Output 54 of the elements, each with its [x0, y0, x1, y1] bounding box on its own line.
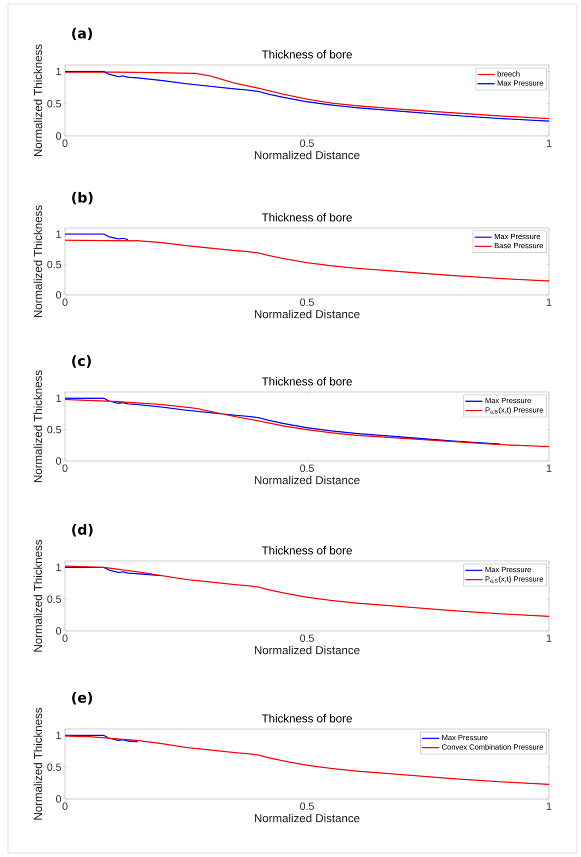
x-tick-label: 0.5: [300, 802, 314, 810]
y-axis-title: Normalized Thickness: [34, 205, 42, 318]
y-tick-label: 0: [56, 457, 62, 465]
text: (b): [72, 192, 93, 204]
x-tick-label: 0: [62, 298, 68, 306]
x-tick-label: 0.5: [300, 140, 314, 147]
y-tick-label: 1: [56, 564, 61, 571]
x-tick-label: 0: [62, 634, 68, 642]
x-tick-label: 0: [62, 140, 68, 147]
chart-title: Thickness of bore: [262, 213, 352, 222]
chart-title: Thickness of bore: [262, 546, 352, 554]
y-tick-label: 0.5: [47, 426, 62, 434]
y-tick-label: 0.5: [47, 100, 62, 108]
x-tick-label: 0.5: [300, 634, 314, 642]
y-axis-title: Normalized Thickness: [34, 44, 42, 156]
y-tick-label: 1: [56, 732, 61, 739]
line-series: [64, 734, 138, 742]
x-tick-label: 0: [62, 464, 68, 472]
y-tick-label: 0.5: [47, 260, 62, 268]
line-series: [64, 240, 550, 282]
x-axis-title: Normalized Distance: [254, 310, 360, 318]
text: (d): [72, 524, 93, 536]
y-tick-label: 0.5: [47, 763, 62, 771]
text: (a): [72, 28, 92, 40]
y-tick-label: 0: [56, 291, 62, 299]
y-axis-title: Normalized Thickness: [34, 370, 42, 482]
x-tick-label: 0.5: [300, 464, 314, 472]
text: (e): [72, 692, 92, 704]
line-series: [64, 735, 550, 785]
x-tick-label: 1: [546, 634, 552, 642]
x-tick-label: 0.5: [300, 298, 314, 306]
x-axis-title: Normalized Distance: [254, 150, 360, 160]
x-tick-label: 1: [546, 298, 552, 306]
chart-title: Thickness of bore: [262, 50, 352, 58]
x-axis-title: Normalized Distance: [254, 476, 360, 484]
y-tick-label: 0: [56, 795, 62, 803]
y-tick-label: 0: [56, 132, 62, 140]
y-tick-label: 1: [56, 394, 61, 402]
chart-title: Thickness of bore: [262, 714, 352, 722]
y-tick-label: 0.5: [47, 595, 62, 603]
x-tick-label: 1: [546, 140, 552, 147]
x-tick-label: 0: [62, 802, 68, 810]
x-axis-title: Normalized Distance: [254, 814, 360, 822]
x-tick-label: 1: [546, 464, 552, 472]
text: (c): [72, 355, 91, 368]
x-tick-label: 1: [546, 802, 552, 810]
line-series: [64, 398, 550, 448]
y-tick-label: 0: [56, 627, 62, 635]
y-tick-label: 1: [56, 230, 61, 238]
chart-title: Thickness of bore: [262, 377, 352, 386]
y-axis-title: Normalized Thickness: [34, 540, 42, 652]
y-tick-label: 1: [56, 68, 61, 76]
x-axis-title: Normalized Distance: [254, 646, 360, 654]
y-axis-title: Normalized Thickness: [34, 708, 42, 820]
